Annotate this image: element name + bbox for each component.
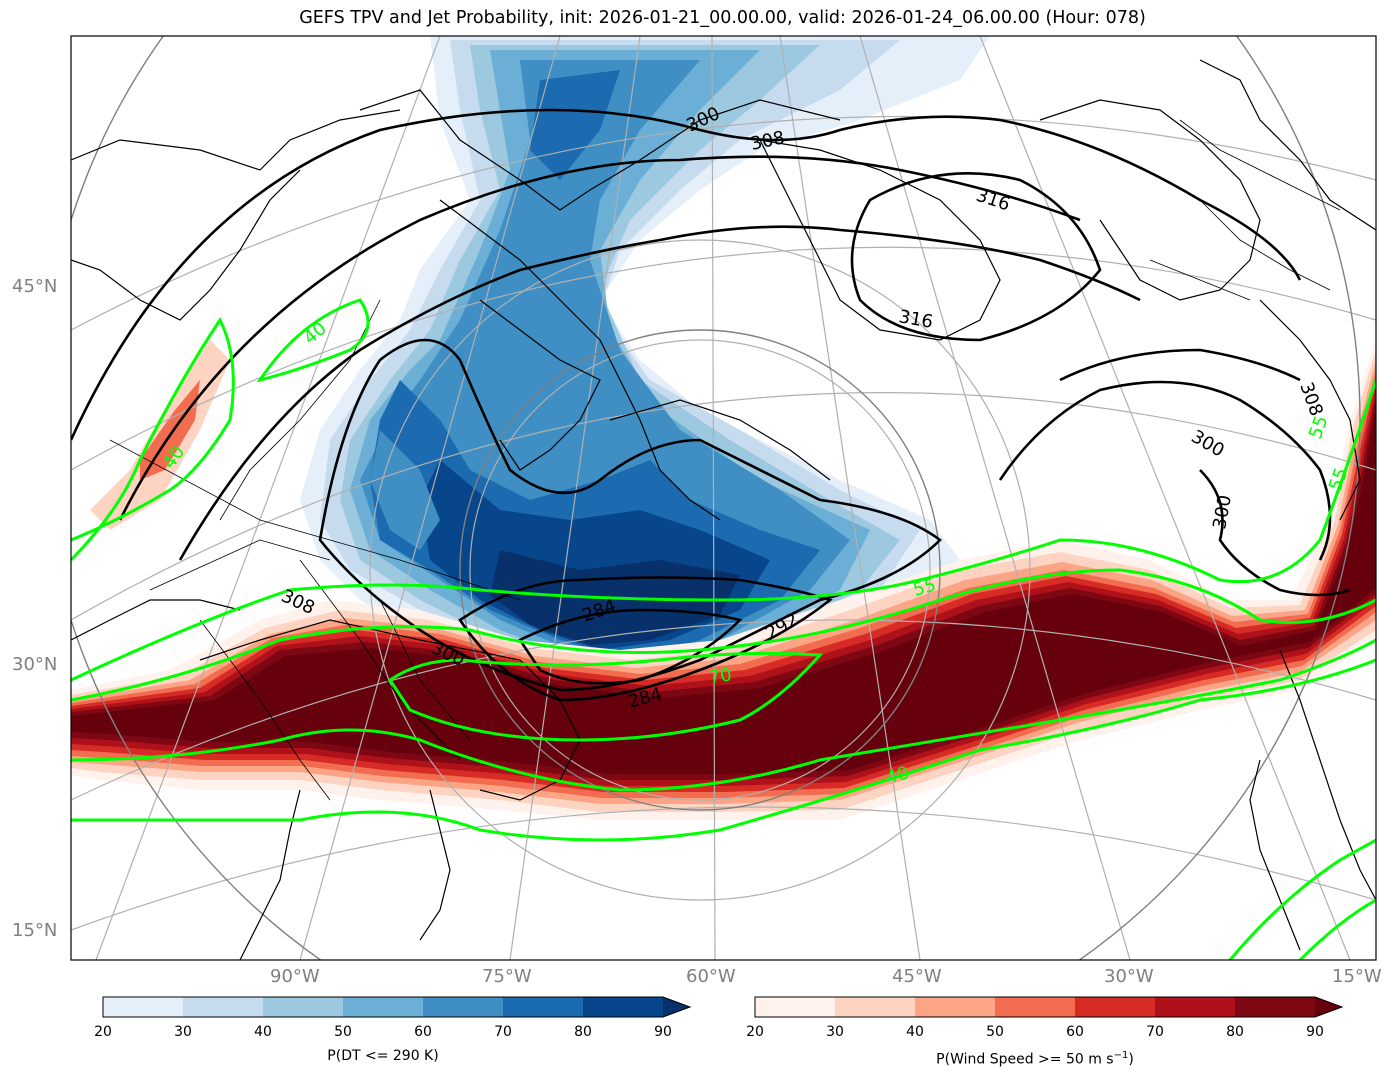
cb-dt-swatch-4: [423, 997, 503, 1017]
cb-wind-label: P(Wind Speed >= 50 m s−1): [936, 1050, 1134, 1068]
cb-wind-tick: 20: [746, 1024, 764, 1040]
lon-label-90w: 90°W: [270, 966, 320, 987]
cb-dt-swatch-0: [103, 997, 183, 1017]
lon-label-30w: 30°W: [1104, 966, 1154, 987]
lat-label-15n: 15°N: [12, 920, 58, 941]
theta-contours: [71, 108, 1351, 702]
wind-label: 70: [707, 664, 733, 689]
cb-wind-tick: 80: [1226, 1024, 1244, 1040]
cb-dt-extend-arrow: [663, 997, 690, 1017]
cb-dt-tick: 60: [414, 1024, 432, 1040]
colorbar-wind: [754, 996, 1344, 1018]
cb-dt-tick: 70: [494, 1024, 512, 1040]
lat-label-45n: 45°N: [12, 276, 58, 297]
cb-wind-swatch-2: [915, 997, 995, 1017]
lat-label-30n: 30°N: [12, 654, 58, 675]
cb-wind-swatch-6: [1235, 997, 1315, 1017]
cb-wind-tick: 50: [986, 1024, 1004, 1040]
graticule: [71, 36, 1376, 960]
cb-wind-label-end: ): [1128, 1051, 1134, 1068]
cb-dt-swatch-6: [583, 997, 663, 1017]
cb-dt-tick: 80: [574, 1024, 592, 1040]
cb-wind-tick: 40: [906, 1024, 924, 1040]
cb-wind-label-sup: −1: [1113, 1050, 1129, 1061]
cb-wind-swatch-4: [1075, 997, 1155, 1017]
lon-label-60w: 60°W: [686, 966, 736, 987]
cb-wind-tick: 70: [1146, 1024, 1164, 1040]
cb-wind-tick: 60: [1066, 1024, 1084, 1040]
cb-wind-tick: 30: [826, 1024, 844, 1040]
wind-contours: [71, 298, 1376, 960]
reference-circles: [71, 36, 1361, 960]
cb-dt-tick: 30: [174, 1024, 192, 1040]
cb-wind-swatch-5: [1155, 997, 1235, 1017]
cb-dt-swatch-1: [183, 997, 263, 1017]
cb-wind-swatch-1: [835, 997, 915, 1017]
cb-dt-tick: 90: [654, 1024, 672, 1040]
cb-wind-label-main: P(Wind Speed >= 50 m s: [936, 1051, 1114, 1068]
cb-wind-tick: 90: [1306, 1024, 1324, 1040]
cb-dt-swatch-5: [503, 997, 583, 1017]
colorbar-dt: [102, 996, 692, 1018]
cb-dt-tick: 50: [334, 1024, 352, 1040]
cb-dt-swatch-2: [263, 997, 343, 1017]
cb-dt-label: P(DT <= 290 K): [327, 1048, 439, 1064]
cb-dt-swatch-3: [343, 997, 423, 1017]
lon-label-45w: 45°W: [892, 966, 942, 987]
cb-dt-tick: 40: [254, 1024, 272, 1040]
cb-wind-extend-arrow: [1315, 997, 1342, 1017]
map-frame: [70, 35, 1377, 961]
lon-label-75w: 75°W: [482, 966, 532, 987]
lon-label-15w: 15°W: [1332, 966, 1382, 987]
cb-wind-swatch-0: [755, 997, 835, 1017]
map-title: GEFS TPV and Jet Probability, init: 2026…: [299, 8, 1146, 28]
cb-wind-swatch-3: [995, 997, 1075, 1017]
cb-dt-tick: 20: [94, 1024, 112, 1040]
